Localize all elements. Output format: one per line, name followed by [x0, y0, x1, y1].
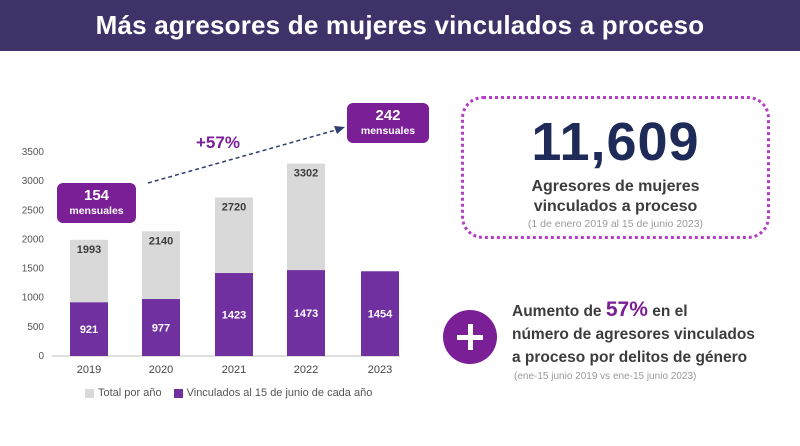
legend-item-vinculados: Vinculados al 15 de junio de cada año	[173, 387, 373, 399]
increase-pre: Aumento de	[512, 303, 606, 320]
callout-2023-monthly: 242 mensuales	[347, 103, 429, 143]
growth-arrow-line	[147, 129, 337, 184]
growth-arrow-head	[334, 126, 345, 134]
label-vinculados-2021: 1423	[222, 310, 246, 322]
total-summary-box: 11,609 Agresores de mujeres vinculados a…	[461, 96, 770, 239]
page-title: Más agresores de mujeres vinculados a pr…	[95, 10, 705, 40]
label-total-2020: 2140	[149, 235, 173, 247]
increase-note: (ene-15 junio 2019 vs ene-15 junio 2023)	[514, 371, 697, 382]
legend-label-total: Total por año	[98, 387, 162, 399]
x-tick-label-2019: 2019	[77, 364, 101, 376]
growth-label: +57%	[196, 133, 240, 152]
callout-2019-value: 154	[83, 187, 110, 204]
callout-2019-monthly: 154 mensuales	[57, 183, 136, 223]
y-tick-label-0: 0	[38, 351, 44, 362]
total-caption: Agresores de mujeres vinculados a proces…	[464, 177, 767, 217]
header-banner: Más agresores de mujeres vinculados a pr…	[0, 0, 800, 51]
increase-statement: Aumento de 57% en el número de agresores…	[512, 298, 797, 369]
increase-percent: 57%	[605, 298, 648, 321]
label-total-2019: 1993	[77, 244, 101, 256]
label-vinculados-2023: 1454	[368, 309, 393, 321]
total-caption-line2: vinculados a proceso	[533, 198, 698, 215]
plus-icon	[443, 310, 497, 364]
label-vinculados-2022: 1473	[294, 308, 318, 320]
y-tick-label-1000: 1000	[22, 293, 45, 304]
label-total-2022: 3302	[294, 168, 318, 180]
y-tick-label-2000: 2000	[22, 234, 45, 245]
bar-vinculados-2020	[142, 299, 180, 356]
label-vinculados-2019: 921	[80, 324, 98, 336]
increase-line3: a proceso por delitos de género	[512, 349, 748, 366]
legend-swatch-total	[85, 388, 94, 398]
x-tick-label-2021: 2021	[222, 364, 246, 376]
y-tick-label-1500: 1500	[22, 264, 45, 275]
bar-chart: 0 500 1000 1500 2000 2500 3000 3500 1993 921 2019 2…	[22, 126, 400, 376]
bar-vinculados-2022	[287, 270, 325, 356]
x-tick-label-2023: 2023	[368, 364, 392, 376]
total-period: (1 de enero 2019 al 15 de junio 2023)	[527, 218, 704, 230]
x-tick-label-2022: 2022	[294, 364, 318, 376]
y-tick-label-3000: 3000	[22, 176, 45, 187]
y-tick-label-500: 500	[27, 322, 44, 333]
label-total-2021: 2720	[222, 201, 246, 213]
total-value: 11,609	[531, 112, 700, 172]
y-tick-label-3500: 3500	[22, 147, 45, 158]
bar-vinculados-2021	[215, 273, 253, 356]
legend-label-vinculados: Vinculados al 15 de junio de cada año	[186, 387, 373, 399]
increase-line2: número de agresores vinculados	[512, 326, 755, 343]
label-vinculados-2020: 977	[152, 323, 170, 335]
callout-2019-unit: mensuales	[69, 205, 124, 217]
legend-item-total: Total por año	[85, 387, 162, 399]
callout-2023-unit: mensuales	[360, 125, 416, 137]
bar-vinculados-2023	[361, 271, 399, 356]
callout-2023-value: 242	[375, 107, 401, 124]
y-tick-label-2500: 2500	[22, 205, 45, 216]
legend-swatch-vinculados	[173, 388, 183, 398]
increase-post: en el	[647, 303, 688, 320]
chart-legend: Total por año Vinculados al 15 de junio …	[85, 387, 384, 399]
total-caption-line1: Agresores de mujeres	[531, 178, 700, 195]
x-tick-label-2020: 2020	[149, 364, 173, 376]
bar-vinculados-2019	[70, 302, 108, 356]
